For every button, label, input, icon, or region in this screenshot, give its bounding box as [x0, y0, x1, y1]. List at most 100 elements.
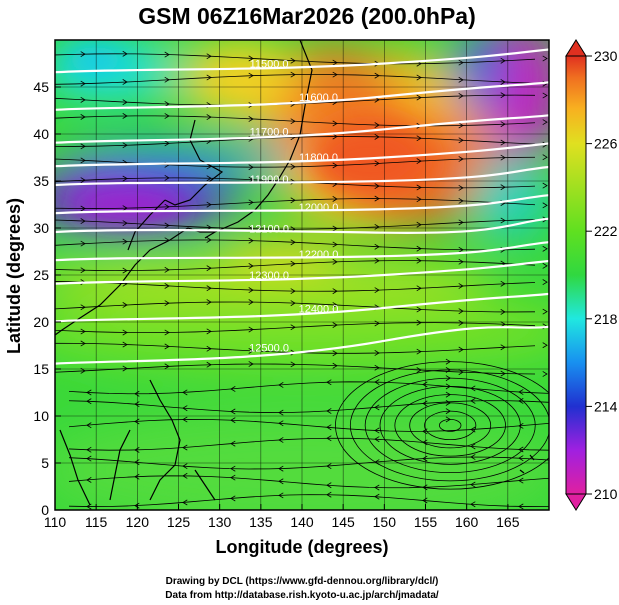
- wind-arrowhead: [458, 59, 464, 66]
- y-tick-label: 15: [33, 361, 49, 377]
- wind-arrowhead: [248, 237, 254, 244]
- height-contour: [55, 48, 549, 74]
- wind-arrowhead: [416, 135, 422, 142]
- height-contour: [55, 259, 549, 285]
- wind-arrowhead: [248, 348, 254, 354]
- credit-data: Data from http://database.rish.kyoto-u.a…: [165, 590, 439, 601]
- wind-arrowhead: [248, 199, 254, 206]
- y-tick-label: 30: [33, 220, 49, 236]
- streamline: [55, 322, 536, 334]
- contour-label: 12100.0: [249, 224, 289, 236]
- wind-arrowhead: [248, 299, 254, 306]
- wind-arrowhead: [416, 196, 422, 203]
- wind-arrowhead: [206, 237, 212, 243]
- wind-arrowhead: [500, 184, 506, 191]
- colorbar: 210 214 218 222 226 230: [565, 39, 618, 511]
- x-tick-label: 130: [208, 514, 232, 530]
- streamline: [55, 115, 536, 127]
- wind-arrowhead: [500, 92, 506, 99]
- wind-arrowhead: [278, 409, 284, 416]
- wind-arrowhead: [518, 398, 524, 404]
- wind-arrowhead: [86, 389, 92, 396]
- streamline: [55, 281, 536, 292]
- wind-arrowhead: [290, 71, 296, 78]
- chart-title: GSM 06Z16Mar2026 (200.0hPa): [138, 3, 476, 29]
- wind-arrowhead: [182, 472, 188, 479]
- height-contour: [55, 241, 549, 262]
- y-tick-label: 5: [41, 455, 49, 471]
- wind-arrowhead: [182, 499, 188, 506]
- contour-label: 11600.0: [299, 92, 338, 104]
- wind-arrowhead: [164, 343, 170, 350]
- wind-arrowhead: [122, 341, 128, 348]
- wind-arrowhead: [164, 300, 170, 307]
- wind-arrowhead: [182, 463, 188, 470]
- streamline: [55, 74, 536, 85]
- wind-arrowhead: [86, 398, 92, 405]
- wind-arrowhead: [470, 443, 476, 450]
- wind-arrowhead: [230, 474, 236, 481]
- wind-arrowhead: [374, 133, 380, 140]
- colorbar-tick-label: 222: [594, 223, 618, 239]
- x-tick-label: 135: [249, 514, 273, 530]
- wind-arrowhead: [416, 319, 422, 326]
- wind-streamlines: [55, 50, 549, 510]
- wind-arrowhead: [458, 320, 464, 326]
- x-tick-label: 125: [167, 514, 191, 530]
- wind-arrowhead: [80, 114, 86, 120]
- wind-arrowhead: [518, 422, 524, 429]
- wind-arrowhead: [332, 59, 338, 66]
- contour-label: 12500.0: [249, 343, 289, 355]
- x-tick-label: 155: [414, 514, 438, 530]
- wind-arrowhead: [290, 361, 296, 368]
- wind-arrowhead: [458, 283, 464, 289]
- y-axis-label: Latitude (degrees): [4, 198, 24, 354]
- wind-arrowhead: [122, 175, 128, 182]
- wind-arrowhead: [332, 322, 338, 328]
- contour-label: 12200.0: [299, 249, 339, 261]
- wind-arrowhead: [80, 96, 86, 103]
- streamline: [55, 177, 536, 189]
- streamline: [68, 419, 549, 432]
- wind-arrowhead: [518, 446, 524, 453]
- wind-arrowhead: [332, 288, 338, 295]
- wind-arrowhead: [164, 283, 170, 289]
- wind-arrowhead: [518, 477, 524, 484]
- wind-arrowhead: [458, 308, 464, 315]
- wind-arrowhead: [445, 391, 451, 398]
- wind-arrowhead: [518, 389, 524, 395]
- wind-arrowhead: [500, 139, 506, 146]
- wind-arrowhead: [374, 195, 380, 202]
- y-tick-label: 35: [33, 173, 49, 189]
- wind-arrowhead: [542, 55, 548, 62]
- colorbar-tick-label: 230: [594, 48, 618, 64]
- wind-arrowhead: [422, 455, 428, 462]
- y-tick-label: 20: [33, 314, 49, 330]
- wind-arrowhead: [230, 465, 236, 472]
- wind-arrowhead: [374, 320, 380, 327]
- wind-arrowhead: [122, 238, 128, 245]
- wind-arrowhead: [248, 55, 254, 62]
- wind-arrowhead: [290, 288, 296, 295]
- wind-arrowhead: [248, 263, 254, 269]
- wind-arrowhead: [122, 267, 128, 274]
- y-tick-label: 25: [33, 267, 49, 283]
- streamline: [68, 456, 549, 470]
- wind-arrowhead: [332, 133, 338, 140]
- wind-arrowhead: [248, 72, 254, 79]
- streamline: [68, 400, 549, 413]
- wind-arrowhead: [458, 76, 464, 83]
- wind-arrowhead: [80, 267, 86, 274]
- wind-arrowhead: [248, 361, 254, 367]
- wind-arrowhead: [458, 184, 464, 191]
- colorbar-tick-label: 214: [594, 398, 618, 414]
- wind-arrowhead: [230, 495, 236, 502]
- wind-arrowhead: [416, 221, 422, 228]
- wind-arrowhead: [458, 137, 464, 144]
- colorbar-tick-label: 218: [594, 311, 618, 327]
- y-tick-label: 0: [41, 502, 49, 518]
- wind-arrowhead: [374, 183, 380, 190]
- wind-arrowhead: [445, 408, 451, 415]
- wind-arrowhead: [332, 196, 338, 202]
